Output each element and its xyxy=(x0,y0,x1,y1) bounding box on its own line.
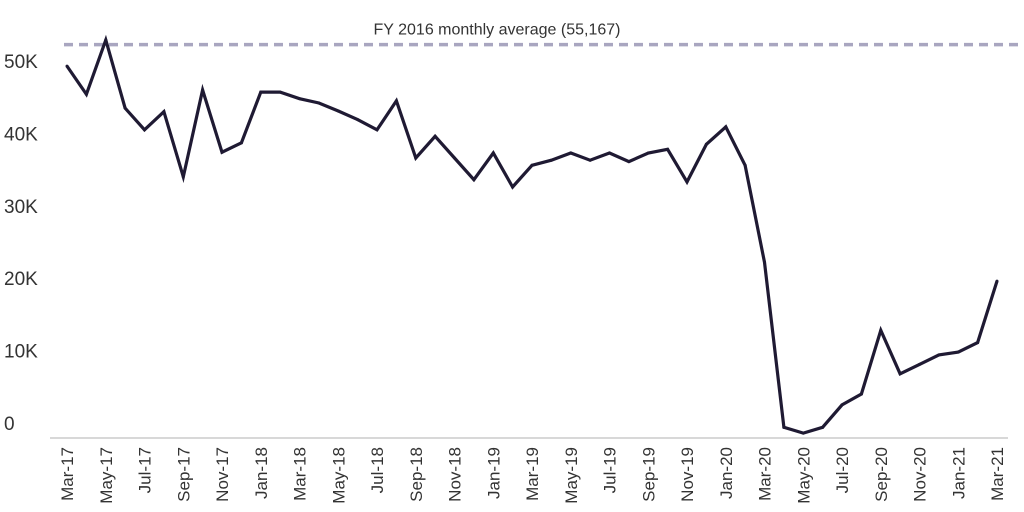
data-point xyxy=(414,156,418,160)
x-axis: Mar-17 May-17 Jul-17 Sep-17 Nov-17 Jan-18 Mar-… xyxy=(58,447,1007,504)
data-point xyxy=(181,175,185,179)
data-point xyxy=(782,425,786,429)
data-point xyxy=(453,156,456,160)
data-point xyxy=(685,180,689,184)
x-tick-label: Mar-17 xyxy=(58,447,77,501)
data-point xyxy=(646,151,650,155)
y-tick-label: 10K xyxy=(4,342,38,363)
x-tick-label: May-17 xyxy=(97,447,116,504)
data-point xyxy=(569,151,573,155)
data-point xyxy=(859,392,863,396)
x-tick-label: Jan-21 xyxy=(949,447,968,499)
data-point xyxy=(356,118,360,122)
data-point xyxy=(956,350,960,354)
x-tick-label: May-20 xyxy=(794,447,813,504)
y-axis: 0 10K 20K 30K 40K 50K xyxy=(4,52,38,435)
data-point xyxy=(336,109,340,113)
x-tick-label: Nov-20 xyxy=(911,447,930,502)
data-point xyxy=(259,90,263,94)
data-point xyxy=(123,106,127,110)
x-tick-label: Mar-18 xyxy=(291,447,310,501)
x-tick-label: Sep-18 xyxy=(407,447,426,502)
data-point xyxy=(879,328,883,332)
data-point xyxy=(976,341,980,345)
data-point xyxy=(724,125,728,129)
data-point xyxy=(278,90,282,94)
data-point xyxy=(821,425,825,429)
data-point xyxy=(65,64,69,68)
y-tick-label: 20K xyxy=(4,269,38,290)
data-point xyxy=(608,151,611,155)
data-point xyxy=(298,97,301,101)
x-tick-label: Jul-18 xyxy=(368,447,387,493)
data-point xyxy=(549,158,553,162)
data-point xyxy=(201,88,205,92)
data-point xyxy=(375,128,379,132)
y-tick-label: 0 xyxy=(4,414,15,435)
data-point xyxy=(433,134,437,138)
data-point xyxy=(588,158,592,162)
data-point xyxy=(491,151,495,155)
data-point xyxy=(239,141,243,145)
data-point xyxy=(898,372,902,376)
data-point xyxy=(840,403,844,407)
reference-line-label: FY 2016 monthly average (55,167) xyxy=(374,22,621,39)
y-tick-label: 40K xyxy=(4,124,38,145)
x-tick-label: Mar-21 xyxy=(988,447,1007,501)
series-line xyxy=(65,34,999,435)
data-point xyxy=(918,362,921,366)
data-point xyxy=(666,147,670,151)
data-point xyxy=(84,92,88,96)
data-point xyxy=(937,353,941,357)
data-point xyxy=(995,279,999,283)
x-tick-label: Sep-17 xyxy=(174,447,193,502)
series-group xyxy=(65,34,999,435)
x-tick-label: May-19 xyxy=(562,447,581,504)
x-tick-label: Nov-18 xyxy=(446,447,465,502)
data-point xyxy=(143,128,146,132)
data-point xyxy=(763,260,766,264)
data-point xyxy=(801,431,805,435)
x-tick-label: May-18 xyxy=(329,447,348,504)
data-point xyxy=(317,101,321,105)
data-point xyxy=(162,110,166,114)
x-tick-label: Jan-19 xyxy=(484,447,503,499)
data-point xyxy=(511,185,515,189)
data-point xyxy=(704,142,708,146)
data-point xyxy=(472,178,476,182)
x-tick-label: Jul-19 xyxy=(601,447,620,493)
x-tick-label: Nov-19 xyxy=(678,447,697,502)
x-tick-label: Sep-19 xyxy=(639,447,658,502)
data-point xyxy=(530,163,534,167)
x-tick-label: Mar-19 xyxy=(523,447,542,501)
x-tick-label: Jul-17 xyxy=(136,447,155,493)
x-tick-label: Mar-20 xyxy=(756,447,775,501)
x-tick-label: Sep-20 xyxy=(872,447,891,502)
y-tick-label: 50K xyxy=(4,52,38,73)
x-tick-label: Jan-20 xyxy=(717,447,736,499)
data-point xyxy=(627,160,631,164)
data-point xyxy=(220,150,224,154)
x-tick-label: Nov-17 xyxy=(213,447,232,502)
data-point xyxy=(394,99,398,103)
y-tick-label: 30K xyxy=(4,197,38,218)
x-tick-label: Jan-18 xyxy=(252,447,271,499)
data-point xyxy=(104,38,108,42)
x-tick-label: Jul-20 xyxy=(833,447,852,493)
data-point xyxy=(743,163,747,167)
